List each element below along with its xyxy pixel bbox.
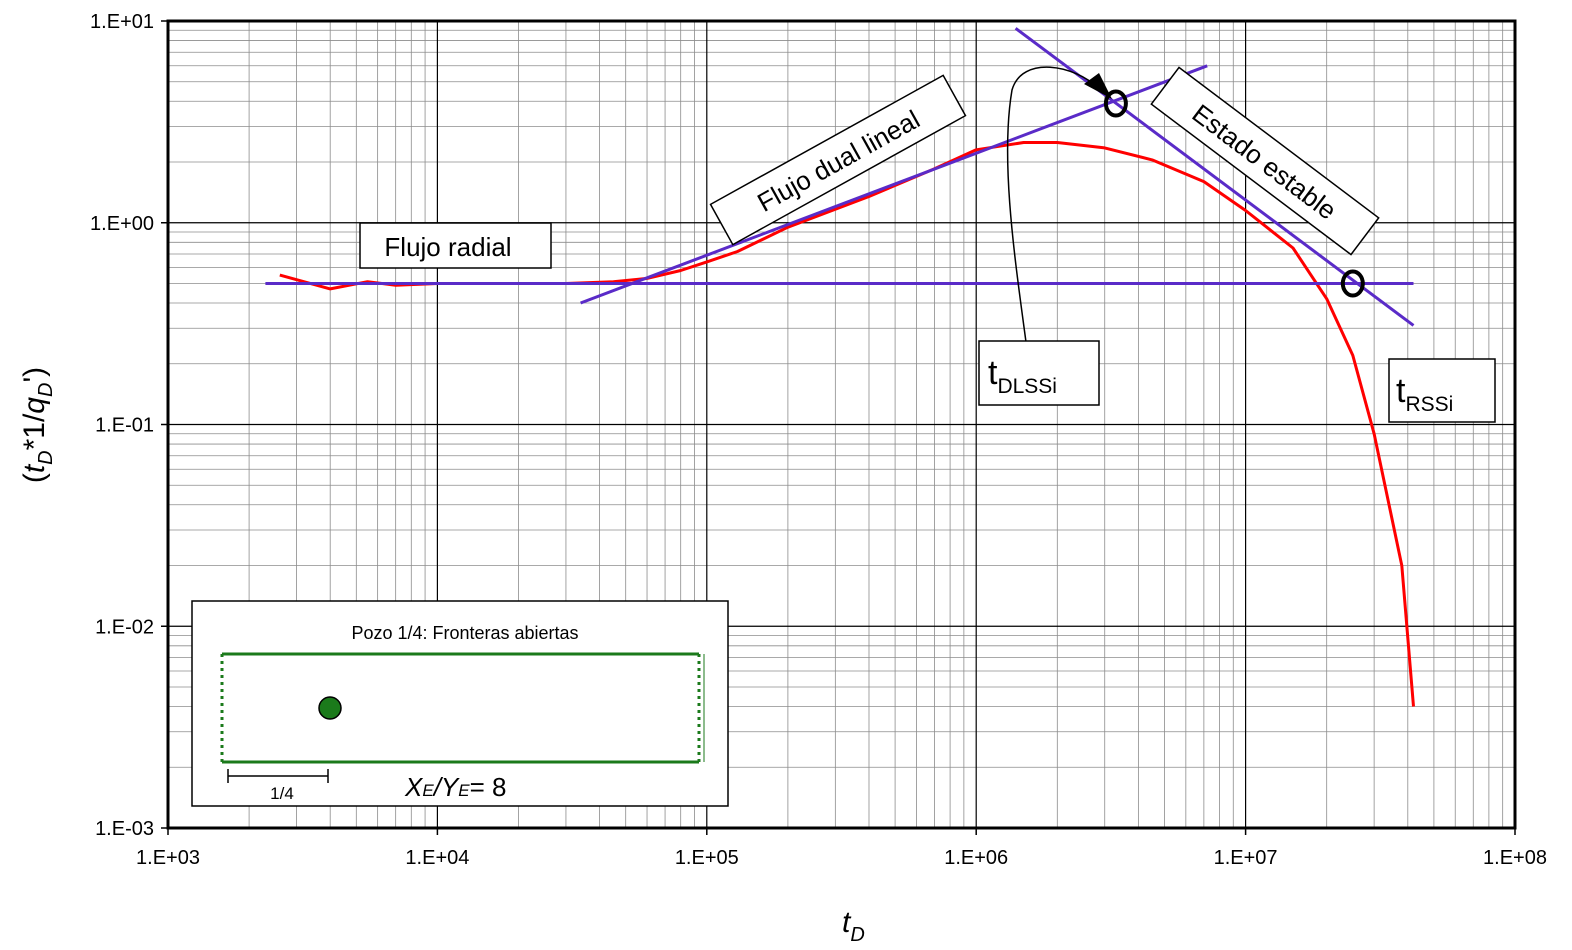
x-tick-label: 1.E+08	[1483, 847, 1547, 869]
x-axis: 1.E+03 1.E+04 1.E+05 1.E+06 1.E+07 1.E+08	[136, 828, 1547, 869]
ye-symbol: Y	[441, 772, 460, 802]
scale-label: 1/4	[270, 784, 294, 803]
callout-curve	[1006, 66, 1099, 343]
inset-box	[191, 600, 729, 807]
intersection-marker	[1103, 89, 1128, 118]
annotation-label: Flujo radial	[384, 232, 511, 262]
x-axis-t: t	[842, 906, 852, 939]
intersection-marker	[1340, 269, 1365, 298]
annotation-label: tRSSi	[1396, 372, 1453, 416]
y-t-sub: D	[35, 450, 57, 464]
t-subscript: RSSi	[1405, 393, 1453, 416]
inset-schematic: Pozo 1/4: Fronteras abiertas 1/4 XE/YE= …	[191, 600, 729, 807]
t-subscript: DLSSi	[997, 375, 1057, 398]
y-close: ')	[18, 367, 51, 383]
annotation-label: tDLSSi	[988, 354, 1057, 398]
arrow-head-icon	[1084, 73, 1112, 99]
y-q: q	[18, 397, 51, 414]
annotation-box	[978, 340, 1100, 406]
slash: /	[432, 772, 444, 802]
x-tick-label: 1.E+05	[675, 847, 739, 869]
annotation-box	[1388, 358, 1496, 423]
y-axis-title: (tD*1/qD')	[18, 367, 57, 483]
y-axis: 1.E-03 1.E-02 1.E-01 1.E+00 1.E+01	[90, 11, 168, 840]
t-symbol: t	[988, 354, 998, 392]
y-mid: *1/	[18, 413, 51, 450]
inset-title: Pozo 1/4: Fronteras abiertas	[351, 623, 578, 643]
ratio-value: = 8	[470, 772, 507, 802]
annotation-box	[709, 74, 967, 246]
t-symbol: t	[1396, 372, 1406, 410]
xe-subscript: E	[422, 781, 434, 800]
y-open: (	[18, 473, 51, 483]
annotation-t-dlssi: tDLSSi	[978, 340, 1100, 406]
x-axis-sub: D	[850, 924, 864, 946]
y-tick-label: 1.E+00	[90, 213, 154, 235]
y-tick-label: 1.E-03	[95, 818, 154, 840]
x-tick-label: 1.E+03	[136, 847, 200, 869]
xe-symbol: X	[404, 772, 424, 802]
annotation-box	[359, 222, 552, 269]
y-t: t	[18, 463, 51, 473]
x-axis-title: tD	[842, 906, 865, 946]
aspect-ratio: XE/YE= 8	[404, 772, 506, 802]
y-q-sub: D	[35, 383, 57, 397]
ye-subscript: E	[458, 781, 470, 800]
series-line-3	[580, 64, 1208, 305]
y-tick-label: 1.E-02	[95, 616, 154, 638]
x-tick-label: 1.E+07	[1214, 847, 1278, 869]
annotation-box	[1150, 66, 1380, 256]
annotation-flujo-radial: Flujo radial	[359, 222, 552, 269]
x-tick-label: 1.E+06	[944, 847, 1008, 869]
well-icon	[318, 696, 342, 720]
y-tick-label: 1.E-01	[95, 415, 154, 437]
y-tick-label: 1.E+01	[90, 11, 154, 33]
marker-layer	[1103, 89, 1365, 298]
annotation-t-rssi: tRSSi	[1388, 358, 1496, 423]
x-tick-label: 1.E+04	[405, 847, 469, 869]
